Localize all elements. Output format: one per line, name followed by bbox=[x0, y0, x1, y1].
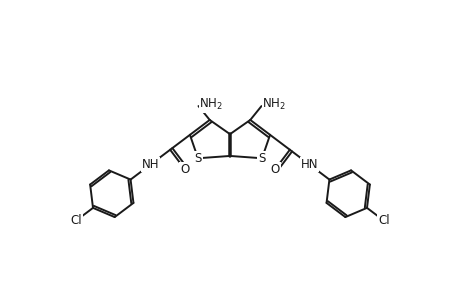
Text: NH$_2$: NH$_2$ bbox=[199, 97, 223, 112]
Text: S: S bbox=[194, 152, 201, 165]
Text: NH: NH bbox=[141, 158, 159, 171]
Text: Cl: Cl bbox=[70, 214, 82, 227]
Text: O: O bbox=[270, 163, 279, 176]
Text: HN: HN bbox=[300, 158, 318, 171]
Text: S: S bbox=[258, 152, 265, 165]
Text: NH$_2$: NH$_2$ bbox=[262, 97, 285, 112]
Text: O: O bbox=[180, 163, 189, 176]
Text: Cl: Cl bbox=[377, 214, 389, 227]
